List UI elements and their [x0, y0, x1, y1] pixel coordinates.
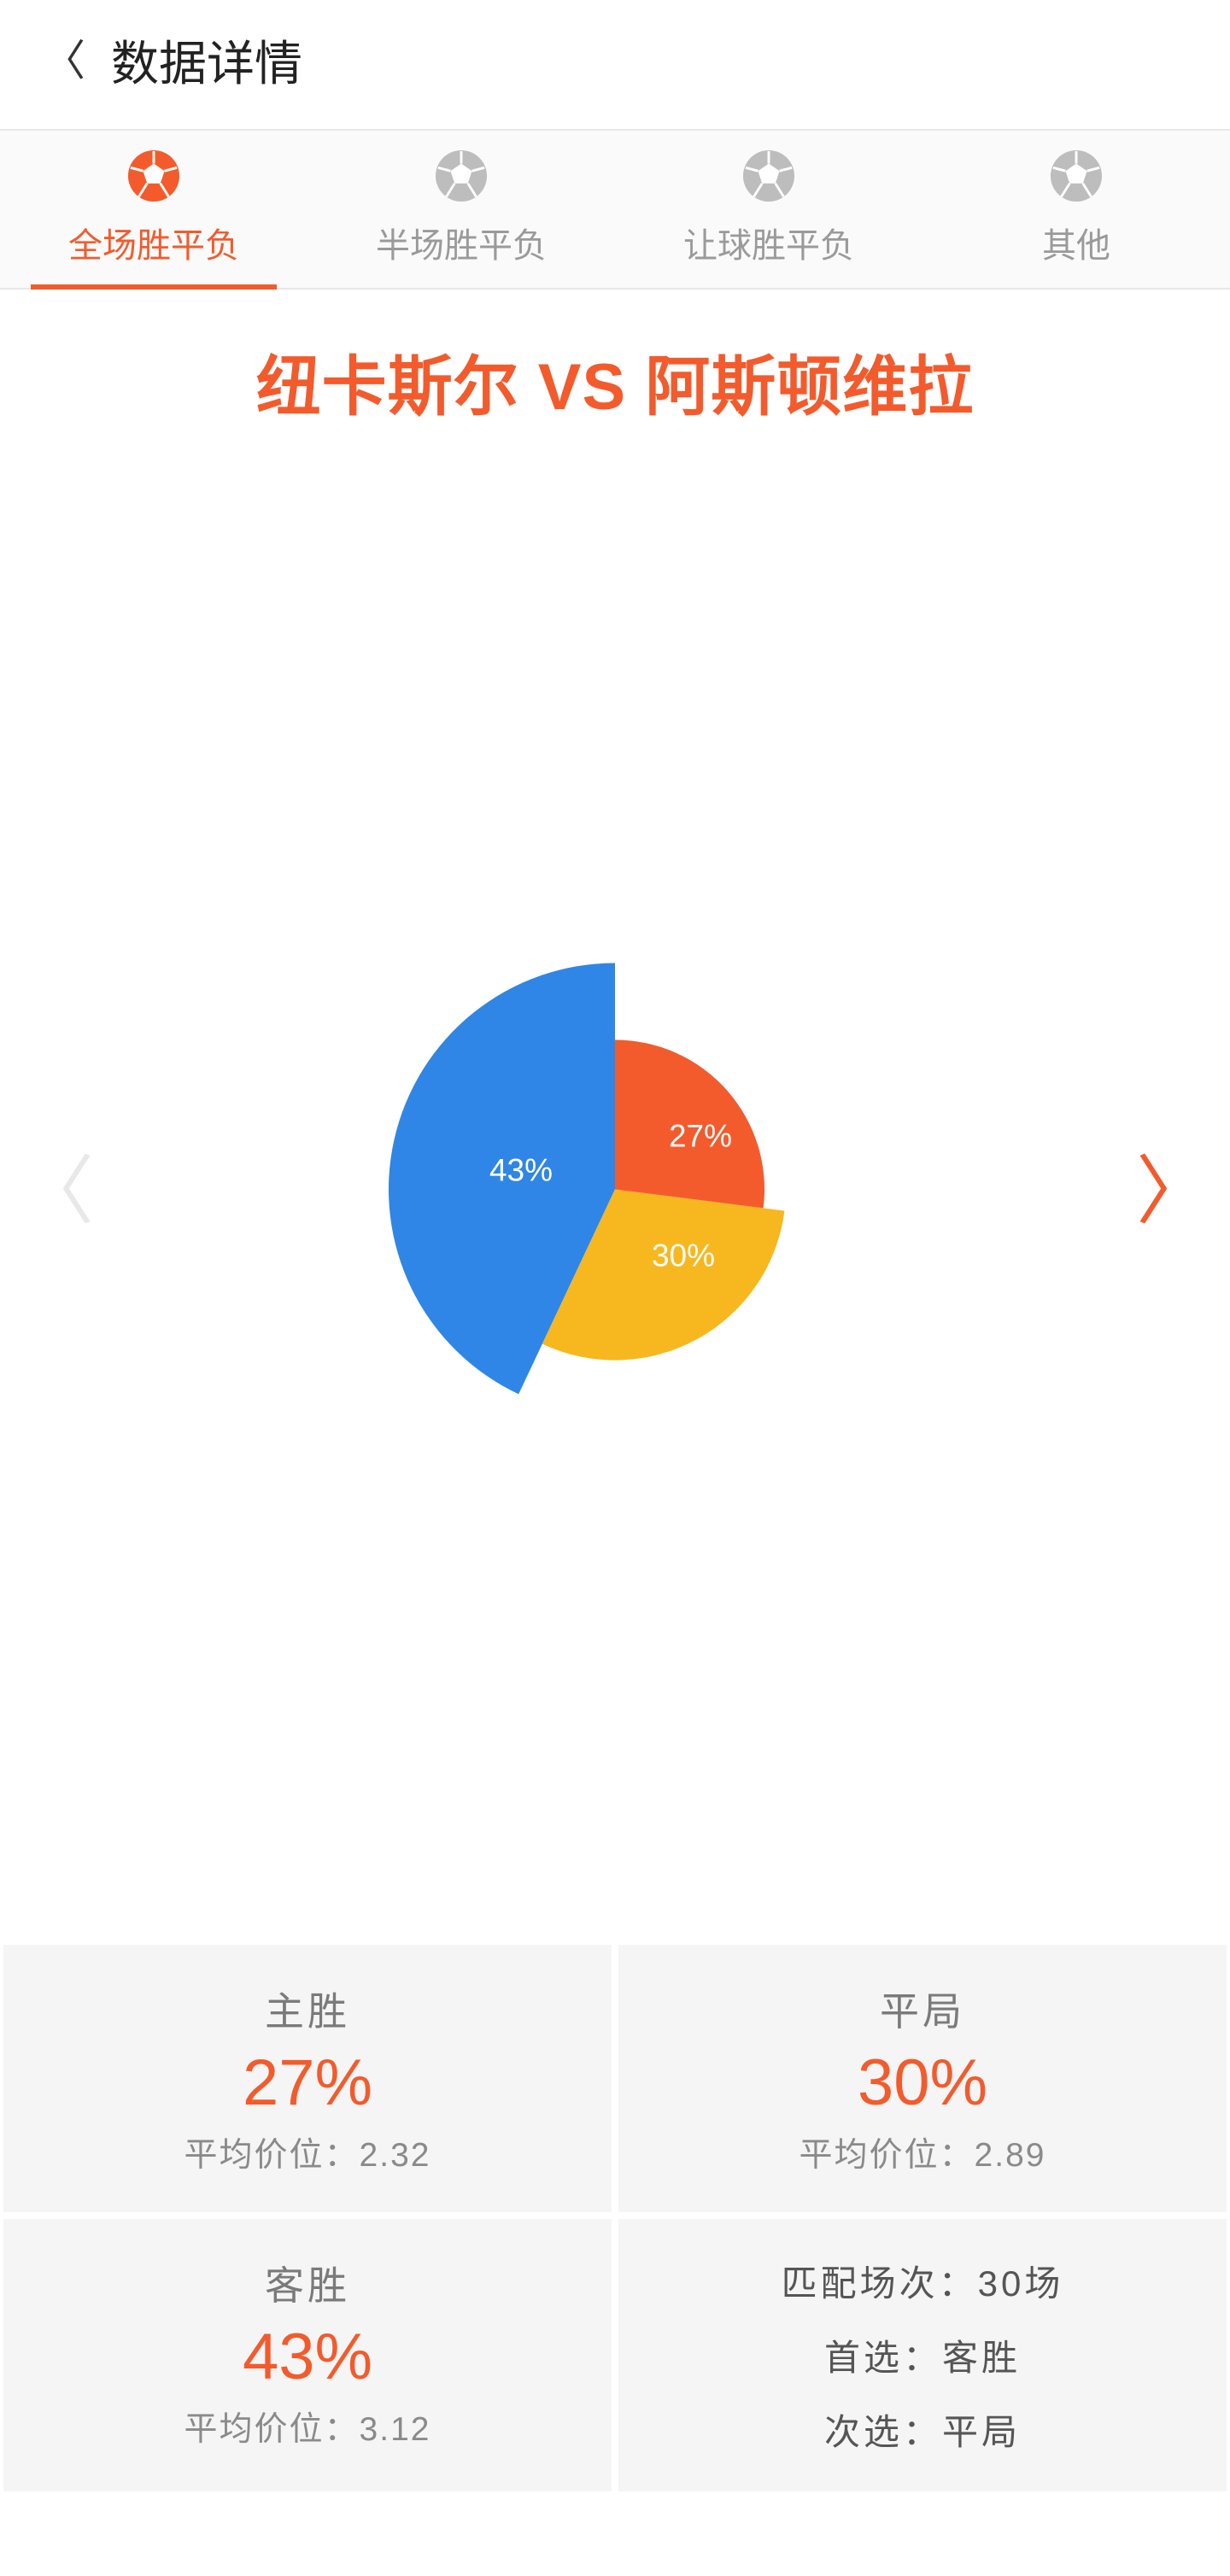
- pie-label-home_win: 27%: [669, 1118, 732, 1153]
- tab-fulltime[interactable]: 全场胜平负: [0, 131, 308, 288]
- pie-chart: 27% 30% 43%: [325, 899, 905, 1484]
- stat-label: 平局: [627, 1981, 1218, 2037]
- stat-sub: 平均价位：3.12: [12, 2403, 603, 2450]
- tab-label: 半场胜平负: [308, 218, 615, 267]
- tab-bar: 全场胜平负 半场胜平负 让球胜平负 其他: [0, 129, 1230, 290]
- stat-sub: 平均价位：2.32: [12, 2128, 603, 2176]
- stat-label: 客胜: [12, 2255, 603, 2311]
- pie-label-draw: 30%: [652, 1238, 715, 1273]
- tab-halftime[interactable]: 半场胜平负: [308, 131, 615, 288]
- info-line: 首选：客胜: [627, 2329, 1218, 2381]
- soccer-ball-icon: [435, 149, 488, 202]
- stat-cell-info: 匹配场次：30场 首选：客胜 次选：平局: [615, 2216, 1230, 2495]
- tab-label: 其他: [922, 218, 1230, 267]
- match-title: 纽卡斯尔 VS 阿斯顿维拉: [0, 290, 1230, 448]
- stat-value: 27%: [12, 2046, 603, 2120]
- page-title: 数据详情: [111, 26, 302, 95]
- prev-arrow-icon[interactable]: 〈: [19, 1154, 94, 1229]
- stat-label: 主胜: [12, 1981, 603, 2037]
- info-line: 匹配场次：30场: [627, 2255, 1218, 2307]
- stat-sub: 平均价位：2.89: [627, 2128, 1218, 2176]
- chart-area: 〈 〉 27% 30% 43%: [0, 448, 1230, 1935]
- next-arrow-icon[interactable]: 〉: [1136, 1154, 1211, 1229]
- stat-cell-draw: 平局 30% 平均价位：2.89: [615, 1941, 1230, 2216]
- info-line: 次选：平局: [627, 2403, 1218, 2456]
- soccer-ball-icon: [742, 149, 795, 202]
- stat-cell-away-win: 客胜 43% 平均价位：3.12: [0, 2216, 615, 2495]
- tab-handicap[interactable]: 让球胜平负: [615, 131, 922, 288]
- back-icon[interactable]: 〈: [43, 39, 85, 82]
- tab-label: 让球胜平负: [615, 218, 922, 267]
- tab-label: 全场胜平负: [0, 218, 308, 267]
- soccer-ball-icon: [127, 149, 180, 202]
- tab-other[interactable]: 其他: [922, 131, 1230, 288]
- stat-cell-home-win: 主胜 27% 平均价位：2.32: [0, 1941, 615, 2216]
- pie-label-away_win: 43%: [489, 1152, 553, 1187]
- stats-grid: 主胜 27% 平均价位：2.32 平局 30% 平均价位：2.89 客胜 43%…: [0, 1935, 1230, 2495]
- stat-value: 30%: [627, 2046, 1218, 2120]
- soccer-ball-icon: [1050, 149, 1103, 202]
- header-bar: 〈 数据详情: [0, 0, 1230, 129]
- stat-value: 43%: [12, 2320, 603, 2394]
